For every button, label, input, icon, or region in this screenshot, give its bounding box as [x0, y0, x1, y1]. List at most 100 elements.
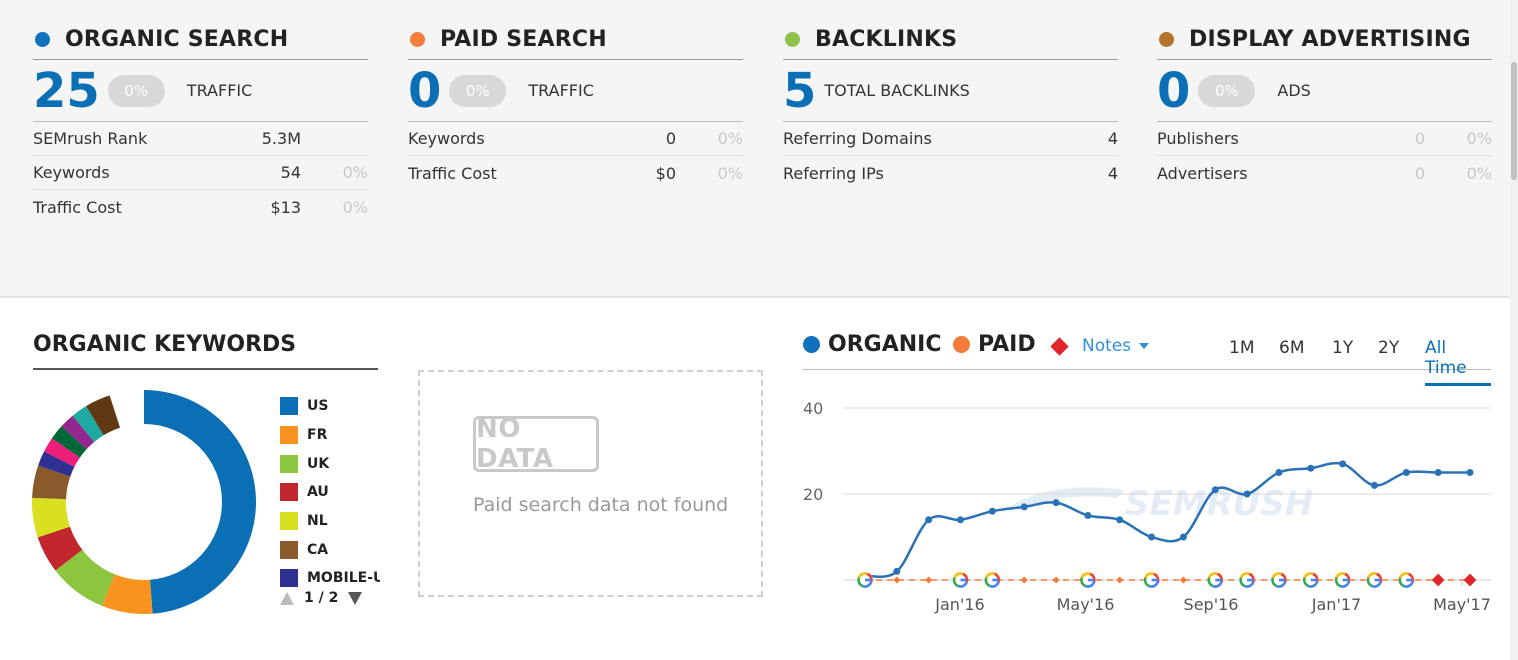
google-icon: [1407, 572, 1415, 583]
metric-pct: 0%: [717, 163, 743, 183]
note-marker: [1431, 573, 1445, 587]
organic-point: [988, 507, 996, 515]
legend-label: UK: [307, 455, 330, 472]
range-6m[interactable]: 6M: [1279, 338, 1305, 358]
google-icon: [1207, 577, 1214, 588]
google-icon: [1398, 572, 1409, 579]
range-2y[interactable]: 2Y: [1378, 338, 1400, 358]
paid-point: [1116, 576, 1124, 584]
google-icon: [1244, 581, 1255, 588]
metric-value: 0: [1414, 163, 1425, 183]
range-all-time[interactable]: All Time: [1425, 338, 1491, 386]
display-advertising-panel: DISPLAY ADVERTISING 0 0% ADS Publishers …: [1157, 20, 1492, 190]
google-icon: [1303, 577, 1310, 588]
organic-point: [1339, 460, 1347, 468]
paid-search-header[interactable]: PAID SEARCH: [408, 20, 743, 60]
display-ads-value[interactable]: 0: [1157, 62, 1191, 119]
legend-paid[interactable]: PAID: [953, 332, 1036, 357]
google-icon: [1344, 572, 1351, 583]
scrollbar-thumb[interactable]: [1511, 62, 1517, 180]
organic-point: [893, 567, 901, 575]
metric-value: $0: [655, 163, 676, 183]
metric-value: 54: [280, 163, 301, 182]
google-icon: [984, 577, 991, 588]
metric-row[interactable]: Keywords 54 0%: [33, 156, 368, 190]
google-icon: [1334, 577, 1342, 588]
legend-item[interactable]: AU: [280, 478, 380, 507]
google-icon: [857, 577, 864, 588]
paid-point: [925, 576, 933, 584]
metric-row[interactable]: Traffic Cost $0 0%: [408, 156, 743, 190]
range-1m[interactable]: 1M: [1229, 338, 1255, 358]
legend-label: NL: [307, 513, 328, 530]
donut-slice-nl[interactable]: [32, 390, 256, 614]
scrollbar[interactable]: [1510, 0, 1518, 660]
trend-chart[interactable]: SEMRUSH 20 40 Jan'16 May'16 Sep'16 Jan'17 May'…: [795, 388, 1495, 628]
paid-traffic-change-badge: 0%: [449, 74, 507, 107]
pager-prev-icon[interactable]: [280, 591, 294, 605]
legend-label: MOBILE-US: [307, 570, 380, 587]
organic-traffic-value[interactable]: 25: [33, 62, 100, 119]
backlinks-header[interactable]: BACKLINKS: [783, 20, 1118, 60]
google-icon: [1212, 581, 1223, 588]
google-icon: [1366, 577, 1373, 588]
organic-point: [925, 516, 933, 524]
donut-slice-fr[interactable]: [32, 390, 256, 614]
metric-row[interactable]: Referring Domains 4: [783, 122, 1118, 156]
legend-item[interactable]: UK: [280, 449, 380, 478]
legend-item[interactable]: MOBILE-US: [280, 564, 380, 593]
organic-keywords-donut[interactable]: [30, 388, 258, 616]
metric-row[interactable]: Advertisers 0 0%: [1157, 156, 1492, 190]
backlinks-total-label: TOTAL BACKLINKS: [824, 81, 970, 100]
metric-pct: 0%: [1466, 129, 1492, 148]
organic-search-header[interactable]: ORGANIC SEARCH: [33, 20, 368, 60]
google-icon: [993, 572, 1001, 583]
google-icon: [952, 577, 959, 588]
range-1y[interactable]: 1Y: [1332, 338, 1354, 358]
backlinks-total-value[interactable]: 5: [783, 62, 817, 119]
google-icon: [857, 572, 868, 579]
legend-organic[interactable]: ORGANIC: [803, 332, 941, 357]
organic-point: [957, 516, 965, 524]
legend-item[interactable]: NL: [280, 507, 380, 536]
paid-search-panel: PAID SEARCH 0 0% TRAFFIC Keywords 0 0% T…: [408, 20, 743, 190]
paid-point: [893, 576, 901, 584]
legend-swatch: [280, 540, 298, 559]
x-tick-label: May'16: [1057, 595, 1115, 614]
paid-point: [1052, 576, 1060, 584]
backlinks-title: BACKLINKS: [815, 27, 958, 52]
organic-point: [1275, 469, 1283, 476]
metric-name: Keywords: [408, 129, 485, 148]
notes-dropdown[interactable]: Notes: [1050, 336, 1150, 356]
pager-next-icon[interactable]: [348, 591, 363, 605]
metric-row[interactable]: Traffic Cost $13 0%: [33, 190, 368, 224]
backlinks-panel: BACKLINKS 5 TOTAL BACKLINKS Referring Do…: [783, 20, 1118, 190]
metric-row[interactable]: Publishers 0 0%: [1157, 122, 1492, 156]
organic-point: [1434, 469, 1442, 476]
google-icon: [1276, 581, 1287, 588]
metric-row[interactable]: Keywords 0 0%: [408, 122, 743, 156]
organic-keywords-legend: US FR UK AU NL CA MOBILE-US: [280, 392, 380, 593]
organic-traffic-label: TRAFFIC: [186, 81, 253, 100]
metric-value: 4: [1107, 163, 1118, 183]
organic-dot-icon: [803, 336, 820, 353]
pager-label: 1 / 2: [304, 590, 339, 606]
google-icon: [989, 581, 1000, 588]
google-icon: [1335, 572, 1346, 579]
google-icon: [1080, 577, 1087, 588]
metric-row[interactable]: Referring IPs 4: [783, 156, 1118, 190]
organic-keywords-title: ORGANIC KEYWORDS: [33, 332, 378, 370]
legend-item[interactable]: FR: [280, 421, 380, 450]
paid-no-data-box: NO DATA Paid search data not found: [418, 370, 763, 597]
legend-item[interactable]: US: [280, 392, 380, 421]
legend-label: AU: [307, 484, 329, 501]
google-icon: [1148, 581, 1159, 588]
organic-point: [1116, 516, 1124, 524]
legend-item[interactable]: CA: [280, 535, 380, 564]
google-icon: [1085, 581, 1096, 588]
metric-row[interactable]: SEMrush Rank 5.3M: [33, 122, 368, 156]
metric-name: Keywords: [33, 163, 110, 182]
donut-slice-us[interactable]: [32, 390, 256, 614]
display-advertising-header[interactable]: DISPLAY ADVERTISING: [1157, 20, 1492, 60]
paid-traffic-value[interactable]: 0: [408, 62, 442, 119]
